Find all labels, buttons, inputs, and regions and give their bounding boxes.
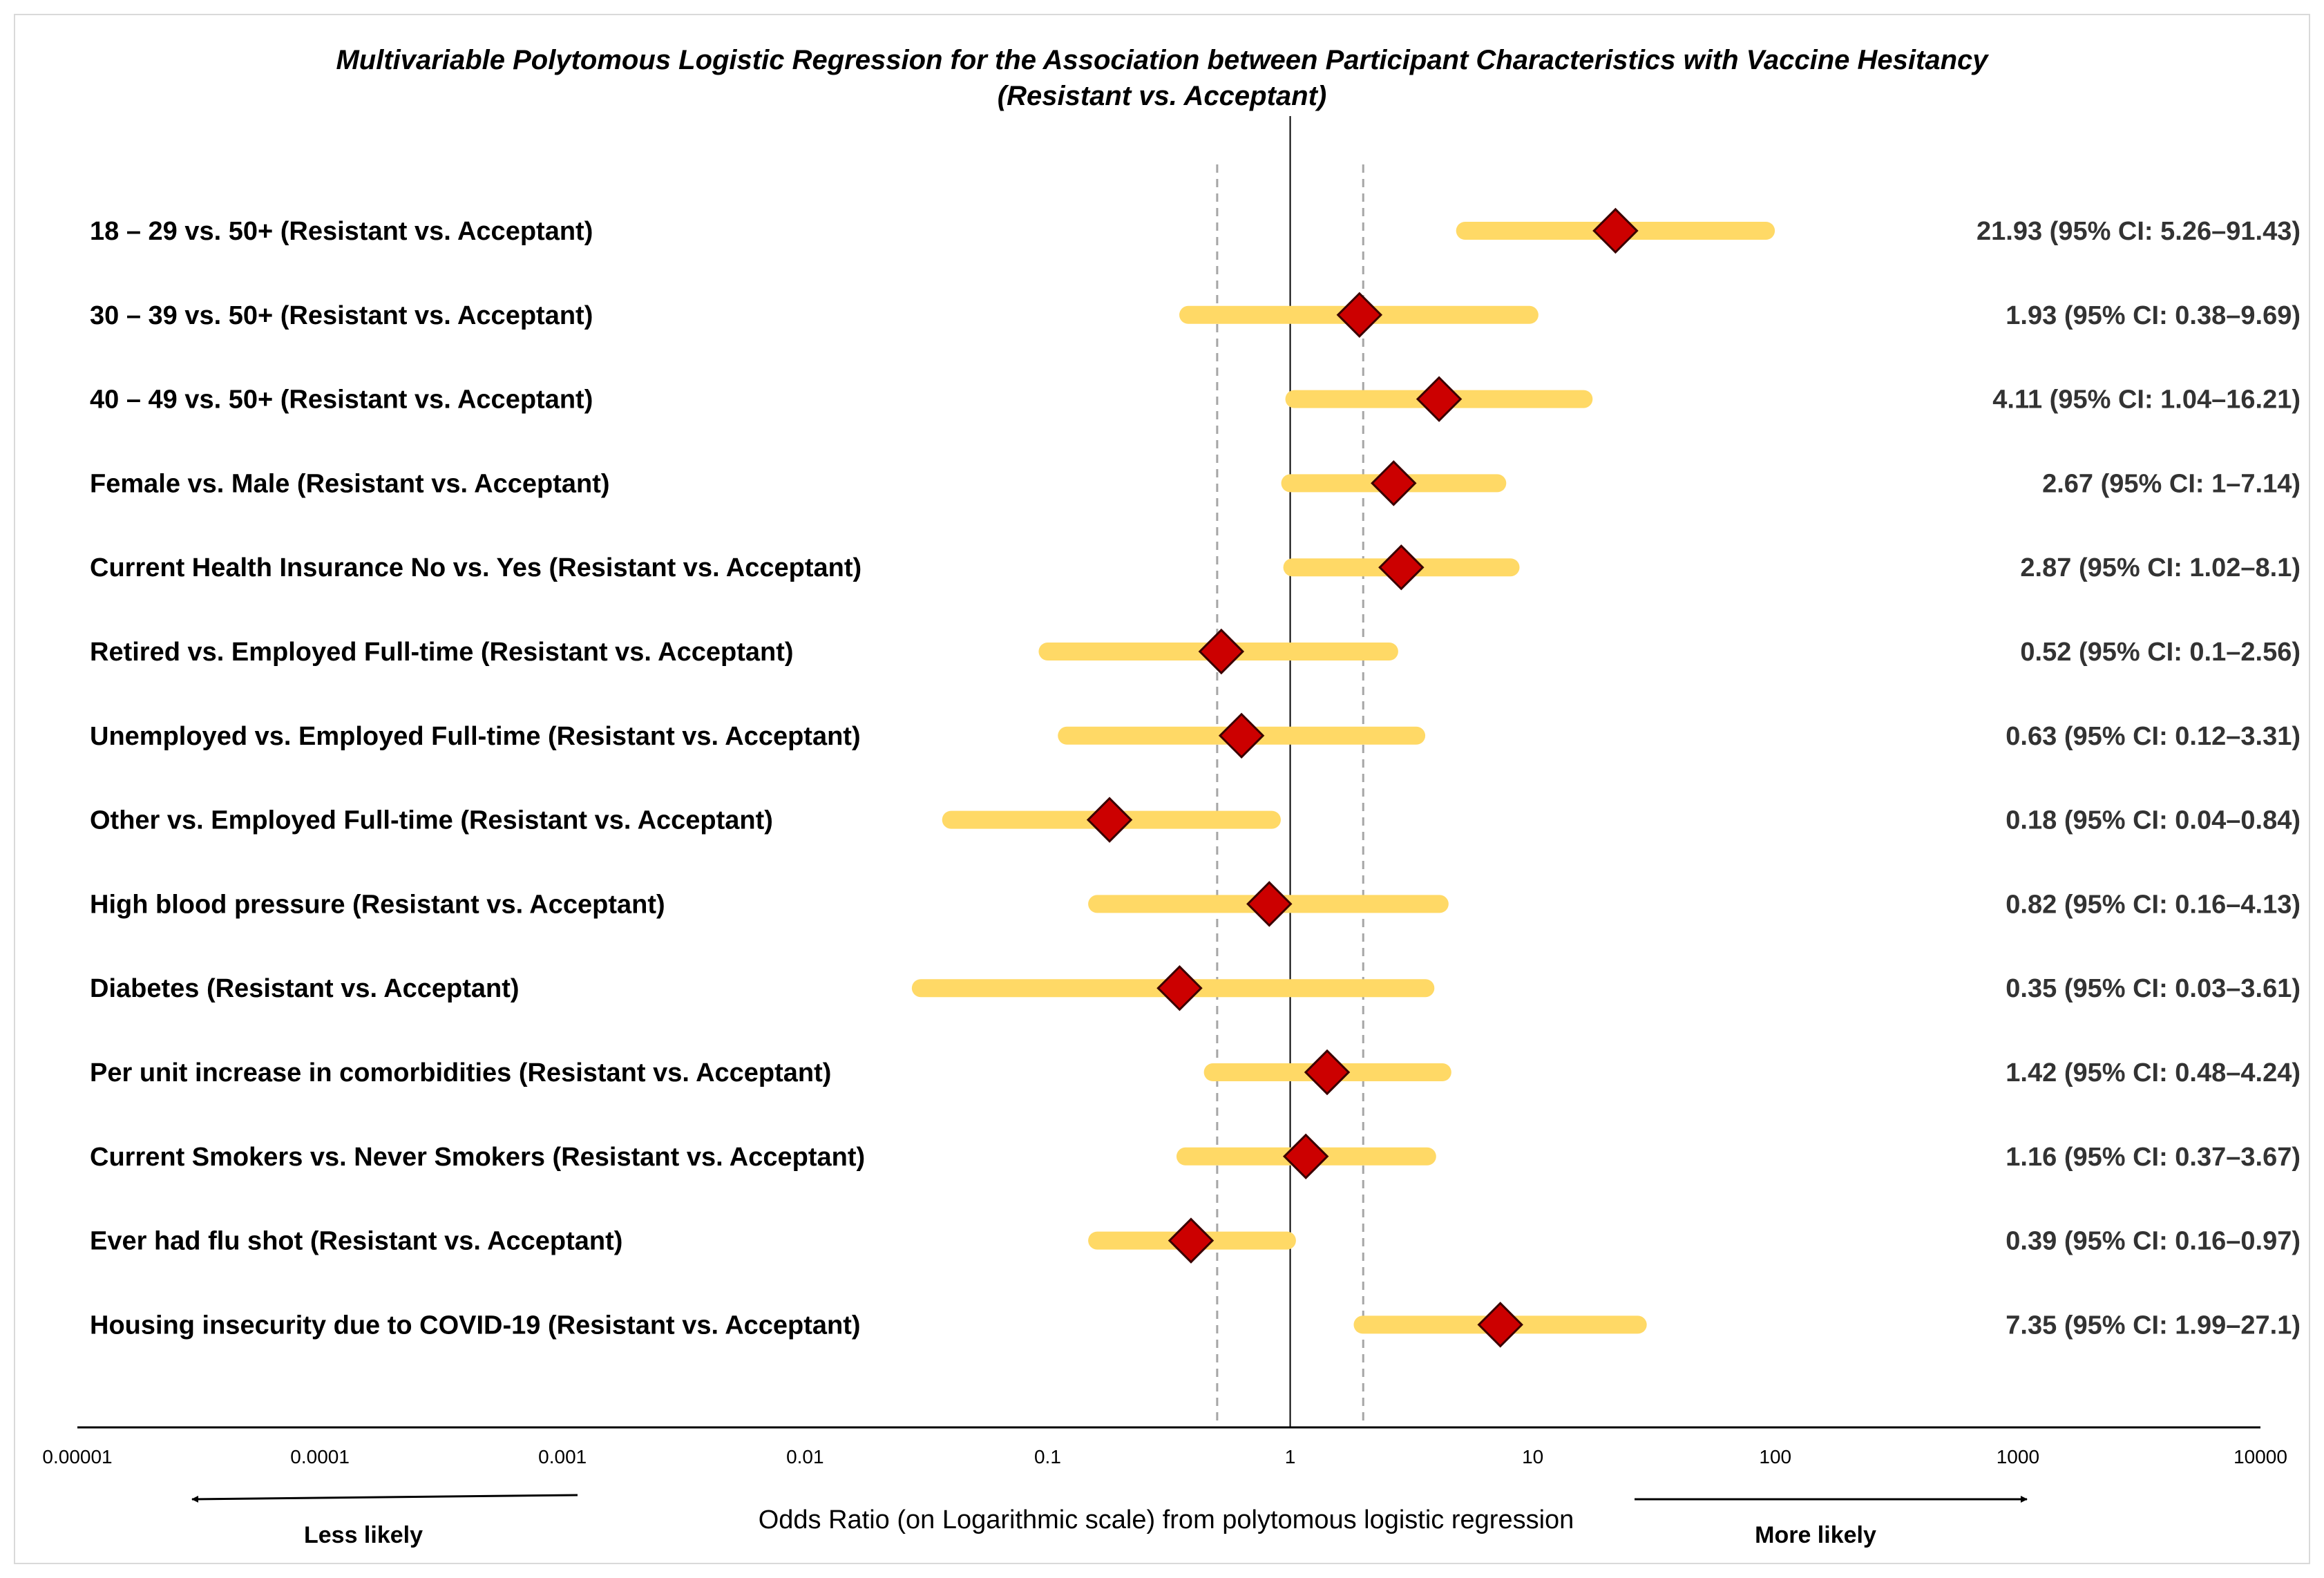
or-marker	[1218, 712, 1265, 759]
or-marker	[1304, 1049, 1351, 1096]
row-2: 40 – 49 vs. 50+ (Resistant vs. Acceptant…	[90, 376, 2301, 422]
chart-title-line-2: (Resistant vs. Acceptant)	[998, 81, 1326, 111]
x-tick-label: 0.0001	[290, 1446, 350, 1467]
row-11: Current Smokers vs. Never Smokers (Resis…	[90, 1133, 2301, 1180]
x-tick-label: 1	[1285, 1446, 1296, 1467]
ci-text: 0.82 (95% CI: 0.16–4.13)	[2006, 890, 2301, 919]
row-label: Retired vs. Employed Full-time (Resistan…	[90, 638, 794, 667]
or-marker	[1371, 460, 1417, 506]
or-marker	[1592, 207, 1639, 254]
or-marker	[1416, 376, 1463, 422]
ci-text: 0.52 (95% CI: 0.1–2.56)	[2020, 638, 2301, 667]
less-likely-arrow	[191, 1494, 578, 1503]
or-marker	[1378, 544, 1425, 591]
x-axis-title: Odds Ratio (on Logarithmic scale) from p…	[759, 1505, 1574, 1534]
row-6: Unemployed vs. Employed Full-time (Resis…	[90, 712, 2301, 759]
x-tick-label: 10000	[2233, 1446, 2287, 1467]
row-label: Unemployed vs. Employed Full-time (Resis…	[90, 722, 861, 751]
ci-text: 0.35 (95% CI: 0.03–3.61)	[2006, 974, 2301, 1003]
row-label: Current Smokers vs. Never Smokers (Resis…	[90, 1143, 865, 1172]
chart-frame	[14, 14, 2310, 1564]
row-10: Per unit increase in comorbidities (Resi…	[90, 1049, 2301, 1096]
x-tick-label: 100	[1759, 1446, 1791, 1467]
or-marker	[1086, 797, 1133, 843]
or-marker	[1336, 292, 1383, 339]
ci-text: 0.63 (95% CI: 0.12–3.31)	[2006, 722, 2301, 751]
row-label: Ever had flu shot (Resistant vs. Accepta…	[90, 1227, 622, 1256]
or-marker	[1198, 628, 1245, 675]
reference-lines	[1216, 116, 1364, 1427]
ci-text: 1.93 (95% CI: 0.38–9.69)	[2006, 301, 2301, 330]
x-tick-label: 10	[1522, 1446, 1543, 1467]
x-tick-label: 0.1	[1034, 1446, 1061, 1467]
row-label: Other vs. Employed Full-time (Resistant …	[90, 806, 773, 835]
data-rows: 18 – 29 vs. 50+ (Resistant vs. Acceptant…	[90, 207, 2301, 1348]
or-marker	[1282, 1133, 1329, 1180]
x-axis: 0.00001 0.0001 0.001 0.01 0.1 1 10 100 1000 10000	[42, 1426, 2287, 1467]
row-12: Ever had flu shot (Resistant vs. Accepta…	[90, 1217, 2301, 1264]
x-tick-label: 0.001	[538, 1446, 587, 1467]
ci-text: 7.35 (95% CI: 1.99–27.1)	[2006, 1311, 2301, 1340]
or-marker	[1246, 881, 1293, 927]
ci-text: 4.11 (95% CI: 1.04–16.21)	[1992, 386, 2301, 415]
chart-title-line-1: Multivariable Polytomous Logistic Regres…	[336, 45, 1989, 75]
ci-text: 0.18 (95% CI: 0.04–0.84)	[2006, 806, 2301, 835]
x-tick-label: 0.00001	[42, 1446, 112, 1467]
more-likely-label: More likely	[1755, 1522, 1876, 1548]
row-label: 18 – 29 vs. 50+ (Resistant vs. Acceptant…	[90, 217, 593, 246]
row-label: Per unit increase in comorbidities (Resi…	[90, 1058, 831, 1087]
row-0: 18 – 29 vs. 50+ (Resistant vs. Acceptant…	[90, 207, 2301, 254]
row-1: 30 – 39 vs. 50+ (Resistant vs. Acceptant…	[90, 292, 2301, 339]
ci-text: 1.42 (95% CI: 0.48–4.24)	[2006, 1058, 2301, 1087]
row-label: Diabetes (Resistant vs. Acceptant)	[90, 974, 520, 1003]
row-7: Other vs. Employed Full-time (Resistant …	[90, 797, 2301, 843]
ci-text: 1.16 (95% CI: 0.37–3.67)	[2006, 1143, 2301, 1172]
row-label: 30 – 39 vs. 50+ (Resistant vs. Acceptant…	[90, 301, 593, 330]
row-label: Housing insecurity due to COVID-19 (Resi…	[90, 1311, 861, 1340]
row-4: Current Health Insurance No vs. Yes (Res…	[90, 544, 2301, 591]
or-marker	[1477, 1302, 1523, 1348]
ci-text: 0.39 (95% CI: 0.16–0.97)	[2006, 1227, 2301, 1256]
row-label: High blood pressure (Resistant vs. Accep…	[90, 890, 665, 919]
row-3: Female vs. Male (Resistant vs. Acceptant…	[90, 460, 2301, 506]
x-tick-label: 1000	[1997, 1446, 2039, 1467]
row-label: Female vs. Male (Resistant vs. Acceptant…	[90, 469, 610, 498]
or-marker	[1168, 1217, 1215, 1264]
less-likely-label: Less likely	[304, 1522, 423, 1548]
row-label: Current Health Insurance No vs. Yes (Res…	[90, 553, 861, 582]
ci-text: 21.93 (95% CI: 5.26–91.43)	[1977, 217, 2301, 246]
x-tick-label: 0.01	[786, 1446, 824, 1467]
row-5: Retired vs. Employed Full-time (Resistan…	[90, 628, 2301, 675]
ci-text: 2.87 (95% CI: 1.02–8.1)	[2020, 553, 2301, 582]
row-13: Housing insecurity due to COVID-19 (Resi…	[90, 1302, 2301, 1348]
row-label: 40 – 49 vs. 50+ (Resistant vs. Acceptant…	[90, 386, 593, 415]
ci-text: 2.67 (95% CI: 1–7.14)	[2042, 469, 2301, 498]
or-marker	[1156, 964, 1203, 1011]
row-8: High blood pressure (Resistant vs. Accep…	[90, 881, 2301, 927]
row-9: Diabetes (Resistant vs. Acceptant) 0.35 (…	[90, 964, 2301, 1011]
